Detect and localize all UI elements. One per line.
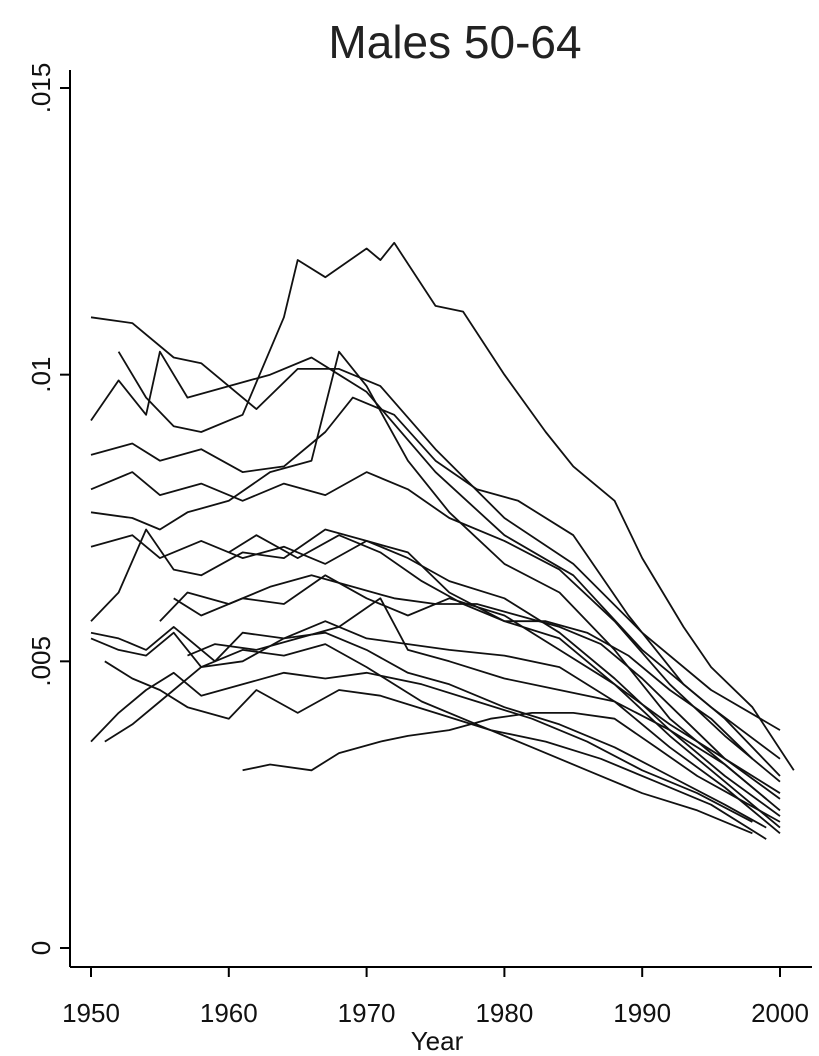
series-line-3 xyxy=(117,241,795,771)
series-layer xyxy=(90,241,795,840)
series-line-9 xyxy=(90,620,781,834)
series-line-8 xyxy=(90,528,781,829)
x-tick-label: 1980 xyxy=(475,998,533,1028)
x-ticks: 1950 1960 1970 1980 1990 2000 xyxy=(62,967,809,1028)
chart-title: Males 50-64 xyxy=(328,16,581,68)
series-line-12 xyxy=(90,671,753,823)
x-tick-label: 1990 xyxy=(613,998,671,1028)
series-line-1 xyxy=(90,316,781,731)
x-tick-label: 2000 xyxy=(751,998,809,1028)
y-ticks: 0 .005 .01 .015 xyxy=(26,63,70,955)
series-line-5 xyxy=(90,471,781,783)
series-line-13 xyxy=(104,660,767,840)
series-line-2 xyxy=(90,350,781,760)
series-line-4 xyxy=(90,396,781,777)
x-tick-label: 1970 xyxy=(338,998,396,1028)
series-line-10 xyxy=(90,631,753,835)
x-tick-label: 1950 xyxy=(62,998,120,1028)
series-line-11 xyxy=(104,631,767,829)
series-line-14 xyxy=(242,712,781,823)
y-tick-label: 0 xyxy=(26,941,56,955)
y-tick-label: .015 xyxy=(26,63,56,114)
series-line-18 xyxy=(228,534,754,760)
series-line-15 xyxy=(159,574,781,800)
y-tick-label: .01 xyxy=(26,357,56,393)
x-axis-label: Year xyxy=(411,1026,464,1056)
series-line-6 xyxy=(90,350,781,812)
series-line-16 xyxy=(173,574,781,794)
y-tick-label: .005 xyxy=(26,636,56,687)
series-line-17 xyxy=(187,597,767,800)
x-tick-label: 1960 xyxy=(200,998,258,1028)
